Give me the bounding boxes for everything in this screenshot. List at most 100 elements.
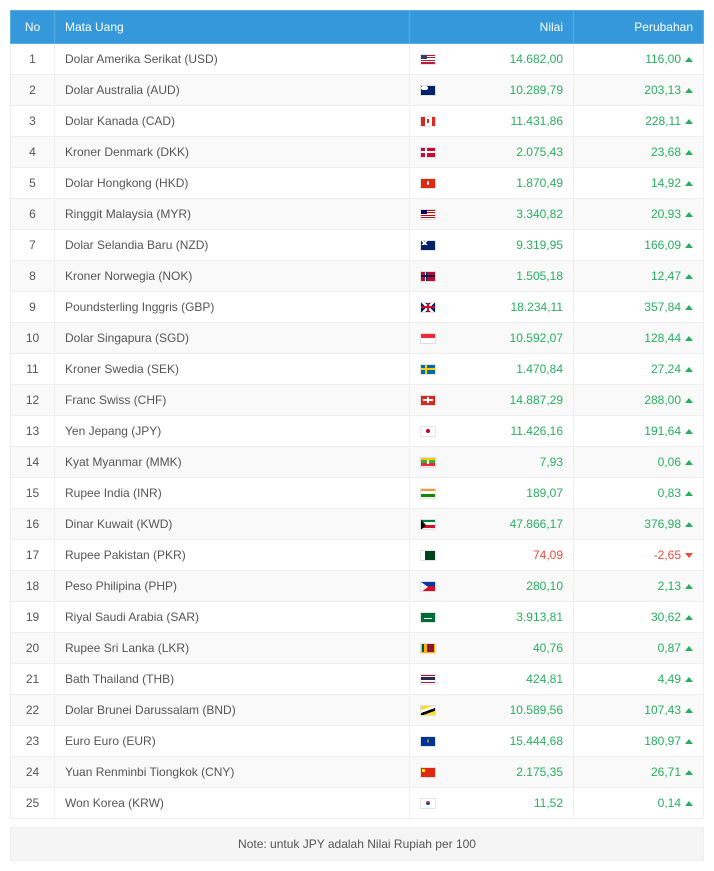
cell-value: 18.234,11 [410,292,574,323]
cell-change: 128,44 [574,323,704,354]
cell-currency: Yen Jepang (JPY) [55,416,410,447]
flag-icon [420,147,436,158]
table-row[interactable]: 11Kroner Swedia (SEK)1.470,8427,24 [11,354,704,385]
cell-change: 14,92 [574,168,704,199]
cell-value: 11.426,16 [410,416,574,447]
cell-change: 203,13 [574,75,704,106]
cell-value: 7,93 [410,447,574,478]
exchange-rate-table: No Mata Uang Nilai Perubahan 1Dolar Amer… [10,10,704,819]
cell-currency: Dolar Selandia Baru (NZD) [55,230,410,261]
cell-value: 3.913,81 [410,602,574,633]
table-row[interactable]: 23Euro Euro (EUR)15.444,68180,97 [11,726,704,757]
table-row[interactable]: 25Won Korea (KRW)11,520,14 [11,788,704,819]
caret-down-icon [685,553,693,558]
header-value[interactable]: Nilai [410,11,574,44]
caret-up-icon [685,181,693,186]
cell-change: 357,84 [574,292,704,323]
cell-change: 0,14 [574,788,704,819]
table-row[interactable]: 12Franc Swiss (CHF)14.887,29288,00 [11,385,704,416]
header-no[interactable]: No [11,11,55,44]
cell-value: 14.887,29 [410,385,574,416]
flag-icon [420,612,436,623]
table-row[interactable]: 20Rupee Sri Lanka (LKR)40,760,87 [11,633,704,664]
table-row[interactable]: 22Dolar Brunei Darussalam (BND)10.589,56… [11,695,704,726]
cell-no: 3 [11,106,55,137]
flag-icon [420,643,436,654]
table-row[interactable]: 3Dolar Kanada (CAD)11.431,86228,11 [11,106,704,137]
caret-up-icon [685,367,693,372]
header-change[interactable]: Perubahan [574,11,704,44]
cell-currency: Bath Thailand (THB) [55,664,410,695]
cell-change: 0,83 [574,478,704,509]
caret-up-icon [685,646,693,651]
cell-no: 19 [11,602,55,633]
cell-change: 4,49 [574,664,704,695]
table-row[interactable]: 1Dolar Amerika Serikat (USD)14.682,00116… [11,44,704,75]
cell-value: 11,52 [410,788,574,819]
cell-value: 9.319,95 [410,230,574,261]
table-row[interactable]: 4Kroner Denmark (DKK)2.075,4323,68 [11,137,704,168]
cell-currency: Kyat Myanmar (MMK) [55,447,410,478]
flag-icon [420,519,436,530]
cell-change: 191,64 [574,416,704,447]
table-row[interactable]: 7Dolar Selandia Baru (NZD)9.319,95166,09 [11,230,704,261]
cell-value: 2.075,43 [410,137,574,168]
table-row[interactable]: 13Yen Jepang (JPY)11.426,16191,64 [11,416,704,447]
flag-icon [420,364,436,375]
caret-up-icon [685,88,693,93]
flag-icon [420,395,436,406]
cell-no: 6 [11,199,55,230]
cell-change: 116,00 [574,44,704,75]
cell-no: 25 [11,788,55,819]
cell-change: 0,87 [574,633,704,664]
cell-no: 5 [11,168,55,199]
cell-change: 288,00 [574,385,704,416]
table-row[interactable]: 17Rupee Pakistan (PKR)74,09-2,65 [11,540,704,571]
cell-value: 10.289,79 [410,75,574,106]
cell-no: 8 [11,261,55,292]
cell-value: 40,76 [410,633,574,664]
cell-currency: Yuan Renminbi Tiongkok (CNY) [55,757,410,788]
footer-note: Note: untuk JPY adalah Nilai Rupiah per … [10,827,704,861]
table-row[interactable]: 14Kyat Myanmar (MMK)7,930,06 [11,447,704,478]
cell-currency: Euro Euro (EUR) [55,726,410,757]
table-row[interactable]: 15Rupee India (INR)189,070,83 [11,478,704,509]
flag-icon [420,767,436,778]
caret-up-icon [685,336,693,341]
table-row[interactable]: 19Riyal Saudi Arabia (SAR)3.913,8130,62 [11,602,704,633]
cell-currency: Dolar Kanada (CAD) [55,106,410,137]
table-row[interactable]: 21Bath Thailand (THB)424,814,49 [11,664,704,695]
flag-icon [420,333,436,344]
flag-icon [420,736,436,747]
cell-currency: Rupee Pakistan (PKR) [55,540,410,571]
table-row[interactable]: 5Dolar Hongkong (HKD)1.870,4914,92 [11,168,704,199]
cell-value: 15.444,68 [410,726,574,757]
flag-icon [420,271,436,282]
cell-currency: Dolar Australia (AUD) [55,75,410,106]
cell-change: 12,47 [574,261,704,292]
flag-icon [420,457,436,468]
flag-icon [420,550,436,561]
table-row[interactable]: 18Peso Philipina (PHP)280,102,13 [11,571,704,602]
flag-icon [420,581,436,592]
cell-currency: Peso Philipina (PHP) [55,571,410,602]
cell-no: 15 [11,478,55,509]
table-row[interactable]: 9Poundsterling Inggris (GBP)18.234,11357… [11,292,704,323]
cell-no: 23 [11,726,55,757]
caret-up-icon [685,398,693,403]
table-row[interactable]: 10Dolar Singapura (SGD)10.592,07128,44 [11,323,704,354]
caret-up-icon [685,274,693,279]
cell-no: 1 [11,44,55,75]
table-row[interactable]: 6Ringgit Malaysia (MYR)3.340,8220,93 [11,199,704,230]
cell-change: 23,68 [574,137,704,168]
table-row[interactable]: 8Kroner Norwegia (NOK)1.505,1812,47 [11,261,704,292]
cell-no: 21 [11,664,55,695]
flag-icon [420,240,436,251]
cell-currency: Rupee Sri Lanka (LKR) [55,633,410,664]
cell-value: 14.682,00 [410,44,574,75]
header-currency[interactable]: Mata Uang [55,11,410,44]
table-row[interactable]: 2Dolar Australia (AUD)10.289,79203,13 [11,75,704,106]
cell-value: 280,10 [410,571,574,602]
table-row[interactable]: 24Yuan Renminbi Tiongkok (CNY)2.175,3526… [11,757,704,788]
table-row[interactable]: 16Dinar Kuwait (KWD)47.866,17376,98 [11,509,704,540]
